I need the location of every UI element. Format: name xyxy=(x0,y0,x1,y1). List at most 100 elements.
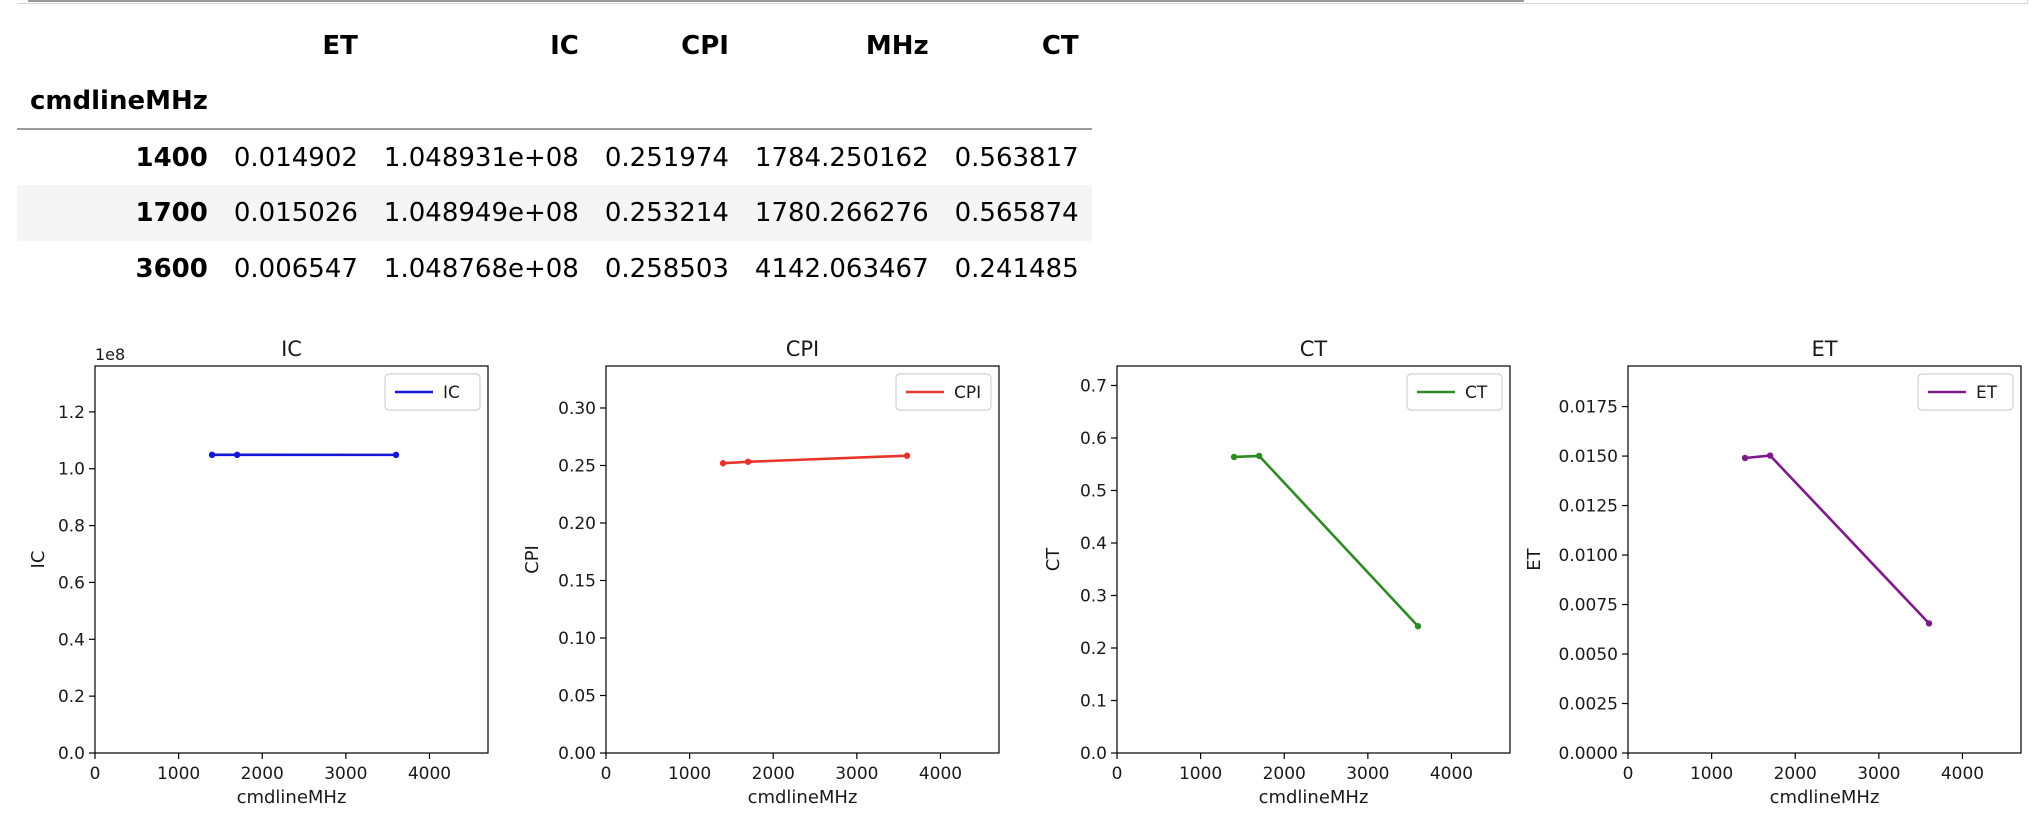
table-cell: 0.015026 xyxy=(233,198,358,228)
y-axis-label: CT xyxy=(1043,547,1064,572)
y-tick-label: 0.0125 xyxy=(1559,497,1618,517)
y-tick-label: 0.0025 xyxy=(1559,695,1618,715)
output-frame-border xyxy=(18,0,2028,4)
table-cell: 1.048949e+08 xyxy=(383,198,579,228)
x-tick-label: 4000 xyxy=(1941,764,1984,784)
data-point xyxy=(1414,623,1422,630)
table-cell: 1.048768e+08 xyxy=(383,254,579,284)
table-row: 1400 0.014902 1.048931e+08 0.251974 1784… xyxy=(17,129,1092,185)
x-tick-label: 1000 xyxy=(1690,764,1733,784)
y-tick-label: 0.7 xyxy=(1080,376,1107,396)
x-tick-label: 2000 xyxy=(752,764,795,784)
x-axis-label: cmdlineMHz xyxy=(237,787,347,808)
plot-area-frame xyxy=(94,365,489,754)
x-tick-label: 2000 xyxy=(1774,764,1817,784)
row-index: 1400 xyxy=(135,142,208,173)
y-tick-label: 0.0 xyxy=(58,744,85,764)
index-name-row: cmdlineMHz xyxy=(17,74,1092,129)
chart-title: CT xyxy=(1300,337,1328,361)
x-tick-label: 4000 xyxy=(1430,764,1473,784)
x-axis-label: cmdlineMHz xyxy=(748,787,858,808)
plot-area-frame xyxy=(1116,365,1511,754)
table-cell: 4142.063467 xyxy=(754,254,929,284)
y-tick-label: 0.6 xyxy=(58,573,85,593)
table-cell: 0.251974 xyxy=(604,142,729,173)
plot-area-frame xyxy=(1627,365,2022,754)
x-tick-label: 3000 xyxy=(1857,764,1900,784)
x-tick-label: 1000 xyxy=(668,764,711,784)
x-tick-label: 3000 xyxy=(324,764,367,784)
charts-figure: IC 0 1000 2000 3000 4000 0.0 0.2 0.4 0.6 0.8 1.0 1.2… xyxy=(28,337,2022,808)
y-axis-label: IC xyxy=(28,551,49,569)
chart-title: CPI xyxy=(786,337,820,361)
y-tick-label: 0.2 xyxy=(58,687,85,707)
x-tick-label: 4000 xyxy=(408,764,451,784)
y-tick-label: 0.15 xyxy=(558,571,596,591)
y-tick-label: 0.0175 xyxy=(1559,398,1618,418)
row-index: 3600 xyxy=(135,254,208,284)
table-cell: 1.048931e+08 xyxy=(383,142,579,173)
x-tick-label: 1000 xyxy=(157,764,200,784)
y-tick-label: 0.3 xyxy=(1080,586,1107,606)
y-tick-label: 0.05 xyxy=(558,686,596,706)
y-axis-label: CPI xyxy=(522,545,543,574)
x-axis-label: cmdlineMHz xyxy=(1770,787,1880,808)
y-tick-label: 0.2 xyxy=(1080,639,1107,659)
column-header-blank xyxy=(17,18,221,74)
table-cell: 1780.266276 xyxy=(754,198,929,228)
y-tick-label: 0.8 xyxy=(58,517,85,537)
y-tick-label: 0.0000 xyxy=(1559,744,1618,764)
table-row: 1700 0.015026 1.048949e+08 0.253214 1780… xyxy=(17,185,1092,241)
y-tick-label: 0.4 xyxy=(58,630,85,650)
y-tick-label: 0.25 xyxy=(558,456,596,476)
chart-title: ET xyxy=(1811,337,1837,361)
cell-output-frame xyxy=(0,0,2034,6)
table-cell: 1784.250162 xyxy=(754,142,929,173)
y-tick-label: 0.0050 xyxy=(1559,645,1618,665)
data-point xyxy=(1230,453,1238,461)
x-tick-label: 2000 xyxy=(241,764,284,784)
legend-entry: ET xyxy=(1976,383,1998,403)
data-point xyxy=(1741,454,1749,462)
legend-entry: IC xyxy=(443,383,460,403)
chart-ct: CT 0 1000 2000 3000 4000 0.0 0.1 0.2 0.3 0.4 0.5 0.6… xyxy=(1043,337,1511,808)
y-tick-label: 0.0100 xyxy=(1559,546,1618,566)
table-cell: 0.241485 xyxy=(954,254,1079,284)
x-tick-label: 0 xyxy=(1623,764,1634,784)
y-tick-label: 0.20 xyxy=(558,514,596,534)
y-tick-label: 0.0075 xyxy=(1559,596,1618,616)
x-tick-label: 1000 xyxy=(1179,764,1222,784)
x-tick-label: 0 xyxy=(1112,764,1123,784)
chart-et: ET 0 1000 2000 3000 4000 0.0000 0.0025 0.0050 0.0… xyxy=(1524,337,2022,808)
chart-cpi: CPI 0 1000 2000 3000 4000 0.00 0.05 0.10 0.15 0.20… xyxy=(522,337,1000,808)
data-point xyxy=(233,451,241,459)
data-point xyxy=(903,452,911,459)
y-tick-label: 0.4 xyxy=(1080,534,1107,554)
x-tick-label: 3000 xyxy=(835,764,878,784)
y-tick-label: 0.6 xyxy=(1080,429,1107,449)
x-tick-label: 2000 xyxy=(1263,764,1306,784)
x-axis-label: cmdlineMHz xyxy=(1259,787,1369,808)
data-point xyxy=(392,451,400,459)
data-point xyxy=(1255,452,1263,460)
plot-area-frame xyxy=(605,365,1000,754)
column-header-ct: CT xyxy=(1041,31,1079,61)
data-point xyxy=(1766,452,1774,459)
table-cell: 0.563817 xyxy=(954,142,1079,173)
y-tick-label: 0.5 xyxy=(1080,481,1107,501)
x-tick-label: 0 xyxy=(90,764,101,784)
table-cell: 0.565874 xyxy=(954,198,1079,228)
column-header-cpi: CPI xyxy=(681,31,729,61)
table-header-row: ET IC CPI MHz CT xyxy=(17,18,1092,74)
data-point xyxy=(744,458,752,465)
y-offset-text: 1e8 xyxy=(95,345,125,364)
horizontal-scrollbar[interactable] xyxy=(28,0,1524,2)
y-tick-label: 0.30 xyxy=(558,399,596,419)
data-point xyxy=(1925,620,1933,627)
y-tick-label: 1.0 xyxy=(58,460,85,480)
legend-entry: CPI xyxy=(954,383,981,403)
chart-ic: IC 0 1000 2000 3000 4000 0.0 0.2 0.4 0.6 0.8 1.0 1.2… xyxy=(28,337,489,808)
table-cell: 0.014902 xyxy=(233,142,358,173)
y-tick-label: 0.0 xyxy=(1080,744,1107,764)
table-row: 3600 0.006547 1.048768e+08 0.258503 4142… xyxy=(17,241,1092,297)
